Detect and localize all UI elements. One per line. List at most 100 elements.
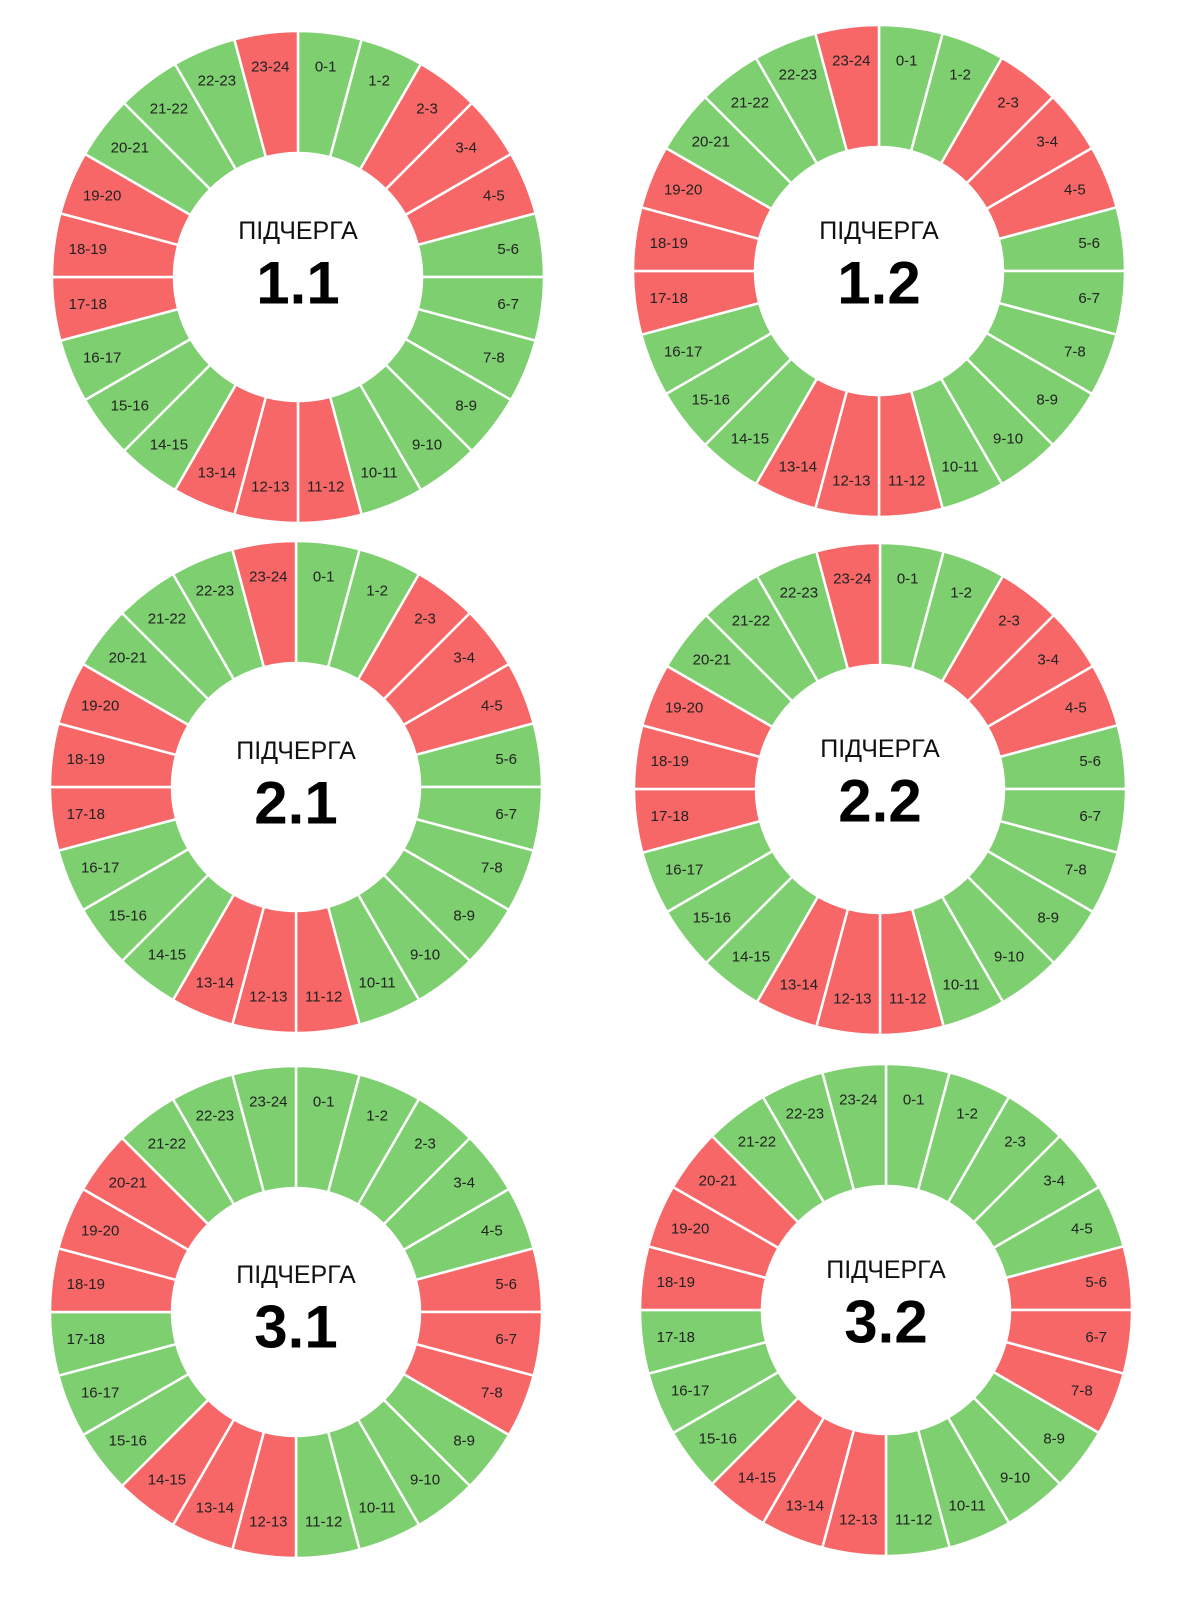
hour-label-8-9: 8-9 — [1036, 392, 1058, 409]
chart-caption: ПІДЧЕРГА — [236, 1261, 356, 1289]
hour-label-14-15: 14-15 — [731, 431, 769, 448]
hour-label-15-16: 15-16 — [693, 910, 731, 927]
hour-label-9-10: 9-10 — [994, 949, 1024, 966]
hour-label-7-8: 7-8 — [483, 350, 505, 367]
chart-caption: ПІДЧЕРГА — [826, 1256, 946, 1284]
hour-label-17-18: 17-18 — [650, 290, 688, 307]
hour-label-12-13: 12-13 — [833, 991, 871, 1008]
hour-label-13-14: 13-14 — [198, 464, 236, 481]
hour-label-19-20: 19-20 — [81, 1222, 119, 1239]
hour-label-14-15: 14-15 — [150, 437, 188, 454]
hour-label-6-7: 6-7 — [495, 806, 517, 823]
hour-label-23-24: 23-24 — [249, 568, 287, 585]
hour-label-11-12: 11-12 — [307, 479, 344, 496]
hour-label-1-2: 1-2 — [950, 585, 972, 602]
hour-label-14-15: 14-15 — [148, 1472, 186, 1489]
chart-caption: ПІДЧЕРГА — [820, 735, 940, 763]
hour-segment-23-24 — [814, 541, 882, 671]
hour-label-11-12: 11-12 — [889, 991, 926, 1008]
hour-label-21-22: 21-22 — [148, 1135, 186, 1152]
hour-label-23-24: 23-24 — [251, 58, 289, 75]
hour-label-18-19: 18-19 — [69, 241, 107, 258]
hour-label-15-16: 15-16 — [699, 1431, 737, 1448]
hour-label-2-3: 2-3 — [998, 612, 1020, 629]
hour-label-2-3: 2-3 — [416, 100, 438, 117]
hour-label-12-13: 12-13 — [249, 1514, 287, 1531]
hour-label-18-19: 18-19 — [651, 753, 689, 770]
hour-label-19-20: 19-20 — [671, 1220, 709, 1237]
chart-caption: ПІДЧЕРГА — [819, 217, 939, 245]
hour-label-20-21: 20-21 — [699, 1172, 737, 1189]
chart-title: 2.1 — [254, 770, 337, 837]
hour-label-13-14: 13-14 — [786, 1497, 824, 1514]
hour-label-8-9: 8-9 — [1037, 910, 1059, 927]
hour-label-23-24: 23-24 — [839, 1091, 877, 1108]
hour-label-2-3: 2-3 — [414, 1135, 436, 1152]
hour-label-7-8: 7-8 — [1065, 862, 1087, 879]
hour-label-20-21: 20-21 — [109, 1174, 147, 1191]
hour-label-5-6: 5-6 — [1078, 235, 1100, 252]
hour-label-12-13: 12-13 — [839, 1512, 877, 1529]
hour-label-15-16: 15-16 — [109, 908, 147, 925]
chart-title: 1.1 — [256, 250, 339, 317]
hour-label-5-6: 5-6 — [1079, 753, 1101, 770]
hour-label-11-12: 11-12 — [305, 1514, 342, 1531]
hour-label-20-21: 20-21 — [693, 651, 731, 668]
hour-label-1-2: 1-2 — [368, 73, 390, 90]
hour-label-21-22: 21-22 — [150, 100, 188, 117]
hour-label-7-8: 7-8 — [1071, 1383, 1093, 1400]
hour-label-16-17: 16-17 — [83, 350, 121, 367]
hour-label-23-24: 23-24 — [832, 52, 870, 69]
hour-label-11-12: 11-12 — [305, 989, 342, 1006]
hour-label-10-11: 10-11 — [948, 1497, 985, 1514]
hour-label-6-7: 6-7 — [495, 1331, 517, 1348]
hour-label-6-7: 6-7 — [497, 296, 519, 313]
donut-chart: 0-1 1-2 2-3 3-4 4-5 5-6 6-7 7-8 8-9 9-10 10-11 11-1… — [631, 23, 1127, 519]
hour-label-18-19: 18-19 — [650, 235, 688, 252]
hour-label-8-9: 8-9 — [453, 1433, 475, 1450]
hour-label-13-14: 13-14 — [196, 974, 234, 991]
hour-label-9-10: 9-10 — [1000, 1470, 1030, 1487]
hour-label-17-18: 17-18 — [67, 1331, 105, 1348]
chart-title: 2.2 — [838, 768, 921, 835]
hour-label-10-11: 10-11 — [358, 1499, 395, 1516]
hour-label-10-11: 10-11 — [941, 458, 978, 475]
hour-segment-23-24 — [230, 539, 298, 669]
hour-label-17-18: 17-18 — [69, 296, 107, 313]
hour-label-21-22: 21-22 — [148, 610, 186, 627]
hour-label-16-17: 16-17 — [81, 1385, 119, 1402]
donut-chart: 0-1 1-2 2-3 3-4 4-5 5-6 6-7 7-8 8-9 9-10 10-11 11-1… — [632, 541, 1128, 1037]
hour-label-12-13: 12-13 — [249, 989, 287, 1006]
hour-label-14-15: 14-15 — [148, 947, 186, 964]
hour-label-3-4: 3-4 — [1043, 1172, 1065, 1189]
chart-title: 1.2 — [837, 250, 920, 317]
hour-label-17-18: 17-18 — [657, 1329, 695, 1346]
hour-label-1-2: 1-2 — [366, 583, 388, 600]
hour-label-3-4: 3-4 — [453, 1174, 475, 1191]
hour-label-9-10: 9-10 — [410, 947, 440, 964]
chart-title: 3.2 — [844, 1289, 927, 1356]
hour-label-4-5: 4-5 — [481, 697, 503, 714]
hour-label-15-16: 15-16 — [692, 392, 730, 409]
hour-label-6-7: 6-7 — [1085, 1329, 1107, 1346]
hour-label-8-9: 8-9 — [455, 398, 477, 415]
hour-label-13-14: 13-14 — [779, 458, 817, 475]
hour-label-13-14: 13-14 — [780, 976, 818, 993]
hour-label-12-13: 12-13 — [251, 479, 289, 496]
hour-label-15-16: 15-16 — [109, 1433, 147, 1450]
hour-label-4-5: 4-5 — [1064, 181, 1086, 198]
hour-label-5-6: 5-6 — [1085, 1274, 1107, 1291]
hour-segment-23-24 — [820, 1062, 888, 1192]
hour-label-1-2: 1-2 — [949, 67, 971, 84]
hour-label-10-11: 10-11 — [358, 974, 395, 991]
hour-label-2-3: 2-3 — [414, 610, 436, 627]
hour-label-17-18: 17-18 — [651, 808, 689, 825]
hour-label-13-14: 13-14 — [196, 1499, 234, 1516]
hour-label-19-20: 19-20 — [83, 187, 121, 204]
donut-chart: 0-1 1-2 2-3 3-4 4-5 5-6 6-7 7-8 8-9 9-10 10-11 11-1… — [48, 1064, 544, 1560]
hour-label-6-7: 6-7 — [1078, 290, 1100, 307]
hour-label-21-22: 21-22 — [738, 1133, 776, 1150]
hour-label-21-22: 21-22 — [731, 94, 769, 111]
hour-label-23-24: 23-24 — [833, 570, 871, 587]
